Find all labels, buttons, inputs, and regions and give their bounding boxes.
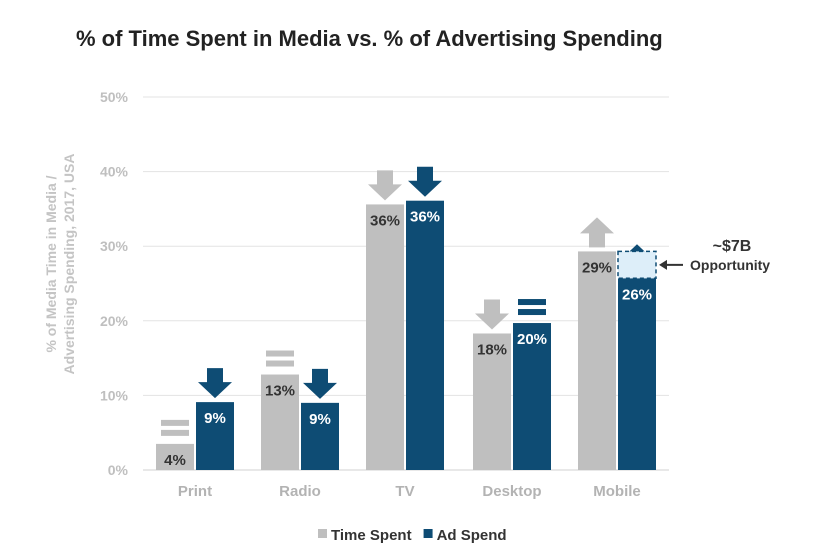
y-tick-label: 0%: [108, 462, 129, 478]
equal-sign-icon: [518, 299, 546, 316]
bar-radio-ad-spend: [301, 402, 339, 470]
bar-tv-time-spent: [366, 204, 404, 470]
x-category-label: Print: [178, 483, 212, 500]
down-arrow-shape: [198, 368, 232, 399]
bar-mobile-ad-spend: [618, 278, 656, 470]
equal-sign-bar-bottom: [161, 429, 189, 436]
down-arrow-icon: [303, 368, 337, 399]
legend-swatch: [423, 529, 433, 538]
data-label: 36%: [410, 209, 440, 226]
y-axis-label: % of Media Time in Media / Advertising S…: [43, 154, 77, 375]
down-arrow-icon: [475, 299, 509, 330]
opportunity-value: ~$7B: [713, 238, 752, 255]
x-category-label: TV: [395, 483, 414, 500]
equal-sign-icon: [161, 419, 189, 436]
data-labels: 4% 9% 13% 9% 36% 36% 18% 20% 29% 26%: [164, 209, 652, 469]
x-category-label: Desktop: [482, 483, 541, 500]
chart-title: % of Time Spent in Media vs. % of Advert…: [76, 26, 663, 51]
legend-label: Ad Spend: [437, 527, 507, 544]
equal-sign-bar-top: [266, 350, 294, 357]
data-label: 9%: [309, 411, 331, 428]
y-tick-label: 20%: [100, 313, 129, 329]
data-label: 4%: [164, 452, 186, 469]
y-axis-label-line-1: % of Media Time in Media /: [43, 175, 59, 352]
legend-label: Time Spent: [331, 527, 412, 544]
data-label: 26%: [622, 286, 652, 303]
equal-sign-bar-bottom: [518, 309, 546, 316]
up-arrow-icon: [580, 217, 614, 248]
bar-desktop-ad-spend: [513, 323, 551, 470]
bar-mobile-time-spent: [578, 251, 616, 470]
opportunity-annotation: ~$7B Opportunity: [617, 238, 770, 280]
down-arrow-icon: [368, 170, 402, 201]
left-arrow-icon: [659, 259, 667, 270]
bars: [156, 200, 656, 470]
equal-sign-bar-top: [161, 419, 189, 426]
data-label: 9%: [204, 410, 226, 427]
equal-sign-bar-bottom: [266, 360, 294, 367]
down-arrow-icon: [198, 368, 232, 399]
equal-sign-icon: [266, 350, 294, 367]
y-tick-label: 10%: [100, 387, 129, 403]
bar-tv-ad-spend: [406, 200, 444, 470]
equal-sign-bar-top: [518, 299, 546, 306]
y-tick-label: 40%: [100, 164, 129, 180]
y-tick-label: 50%: [100, 89, 129, 105]
down-arrow-shape: [368, 170, 402, 201]
bar-desktop-time-spent: [473, 333, 511, 470]
data-label: 13%: [265, 383, 295, 400]
opportunity-gap-box: [617, 250, 657, 280]
data-label: 36%: [370, 212, 400, 229]
legend-swatch: [318, 529, 327, 538]
down-arrow-shape: [303, 368, 337, 399]
data-label: 20%: [517, 331, 547, 348]
y-tick-label: 30%: [100, 238, 129, 254]
down-arrow-icon: [408, 166, 442, 197]
bar-print-time-spent: [156, 443, 194, 470]
y-axis-ticks: 0% 10% 20% 30% 40% 50%: [100, 89, 129, 478]
opportunity-label: Opportunity: [690, 257, 770, 273]
legend: Time Spent Ad Spend: [318, 527, 507, 544]
up-arrow-shape: [580, 217, 614, 248]
down-arrow-shape: [475, 299, 509, 330]
x-category-label: Radio: [279, 483, 321, 500]
data-label: 18%: [477, 341, 507, 358]
bar-print-ad-spend: [196, 402, 234, 470]
data-label: 29%: [582, 259, 612, 276]
x-category-label: Mobile: [593, 483, 641, 500]
down-arrow-shape: [408, 166, 442, 197]
y-axis-label-line-2: Advertising Spending, 2017, USA: [61, 154, 77, 375]
bar-radio-time-spent: [261, 374, 299, 470]
x-axis-categories: Print Radio TV Desktop Mobile: [178, 483, 641, 500]
